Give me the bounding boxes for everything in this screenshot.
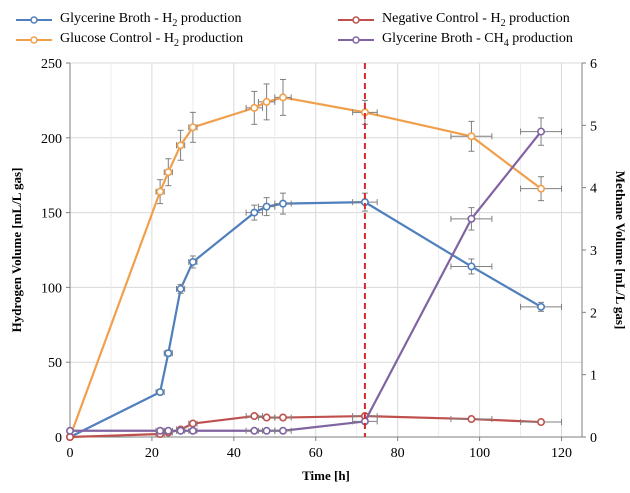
legend-swatch [16,36,52,44]
data-point [188,257,197,266]
legend-label-subscript: 2 [172,17,178,29]
legend-swatch-marker [30,36,38,44]
data-point [250,208,259,217]
y2-tick-label: 1 [590,369,597,384]
data-point [156,187,165,196]
legend-swatch [338,36,374,44]
x-tick-label: 60 [309,446,323,461]
x-tick-label: 40 [227,446,241,461]
data-point [537,184,546,193]
legend-label: Glucose Control - H2 production [60,31,243,49]
data-point [262,413,271,422]
y2-axis-label: Methane Volume [mL/L gas] [613,171,628,330]
y-tick-label: 200 [41,132,62,147]
legend-label-main: Negative Control - H [382,11,501,27]
y-tick-label: 250 [41,57,62,72]
legend-label-subscript: 4 [503,37,509,49]
data-point [188,419,197,428]
legend-swatch-marker [30,16,38,24]
data-point [176,426,185,435]
series-line [69,201,542,438]
data-point [537,302,546,311]
data-point [537,127,546,136]
data-point [188,426,197,435]
data-point [176,284,185,293]
y-tick-label: 50 [48,356,62,371]
data-point [278,93,287,102]
y2-tick-label: 4 [590,182,597,197]
x-tick-label: 0 [67,446,74,461]
legend-swatch-marker [352,36,360,44]
data-point [262,426,271,435]
data-point [467,262,476,271]
legend-label-main: Glycerine Broth - H [60,11,173,27]
y2-tick-label: 5 [590,119,597,134]
y2-tick-label: 2 [590,306,597,321]
data-point [164,426,173,435]
legend-item: Glycerine Broth - H2 production [14,10,242,30]
data-point [156,426,165,435]
data-point [278,199,287,208]
data-point [250,412,259,421]
data-point [278,426,287,435]
y-axis-label: Hydrogen Volume [mL/L gas] [9,168,24,333]
legend-label-tail: production [508,31,573,47]
x-axis-label: Time [h] [302,468,350,483]
data-point [467,132,476,141]
data-point [176,141,185,150]
x-tick-label: 120 [551,446,572,461]
y2-tick-label: 3 [590,244,597,259]
series-0 [66,192,563,441]
data-point [250,426,259,435]
series-3 [66,117,563,435]
data-point [278,413,287,422]
data-point [467,214,476,223]
data-point [156,388,165,397]
y2-tick-label: 6 [590,57,597,72]
legend-label: Glycerine Broth - CH4 production [382,31,573,49]
legend-label-tail: production [505,11,570,27]
legend-label-tail: production [178,31,244,47]
x-tick-label: 20 [145,446,159,461]
legend-label: Negative Control - H2 production [382,11,570,29]
data-point [66,426,75,435]
legend-item: Glucose Control - H2 production [14,30,243,50]
legend-swatch [338,16,374,24]
legend-item: Negative Control - H2 production [336,10,570,30]
legend-label-subscript: 2 [173,37,179,49]
y-tick-label: 150 [41,207,62,222]
data-point [262,202,271,211]
data-point [467,415,476,424]
data-point [250,103,259,112]
legend-label-main: Glycerine Broth - CH [382,31,504,47]
series-line [70,130,542,432]
y-tick-label: 100 [41,281,62,296]
data-point [164,349,173,358]
data-point [164,168,173,177]
x-tick-label: 80 [391,446,405,461]
data-point [537,418,546,427]
y-tick-label: 0 [55,431,62,446]
data-point [262,97,271,106]
legend-swatch-marker [352,16,360,24]
legend-label-tail: production [177,11,242,27]
data-point [188,123,197,132]
legend-label-main: Glucose Control - H [60,31,174,47]
series-1 [66,78,563,441]
legend-label-subscript: 2 [500,17,506,29]
y2-tick-label: 0 [590,431,597,446]
x-tick-label: 100 [469,446,490,461]
legend-item: Glycerine Broth - CH4 production [336,30,573,50]
legend-label: Glycerine Broth - H2 production [60,11,242,29]
legend-swatch [16,16,52,24]
